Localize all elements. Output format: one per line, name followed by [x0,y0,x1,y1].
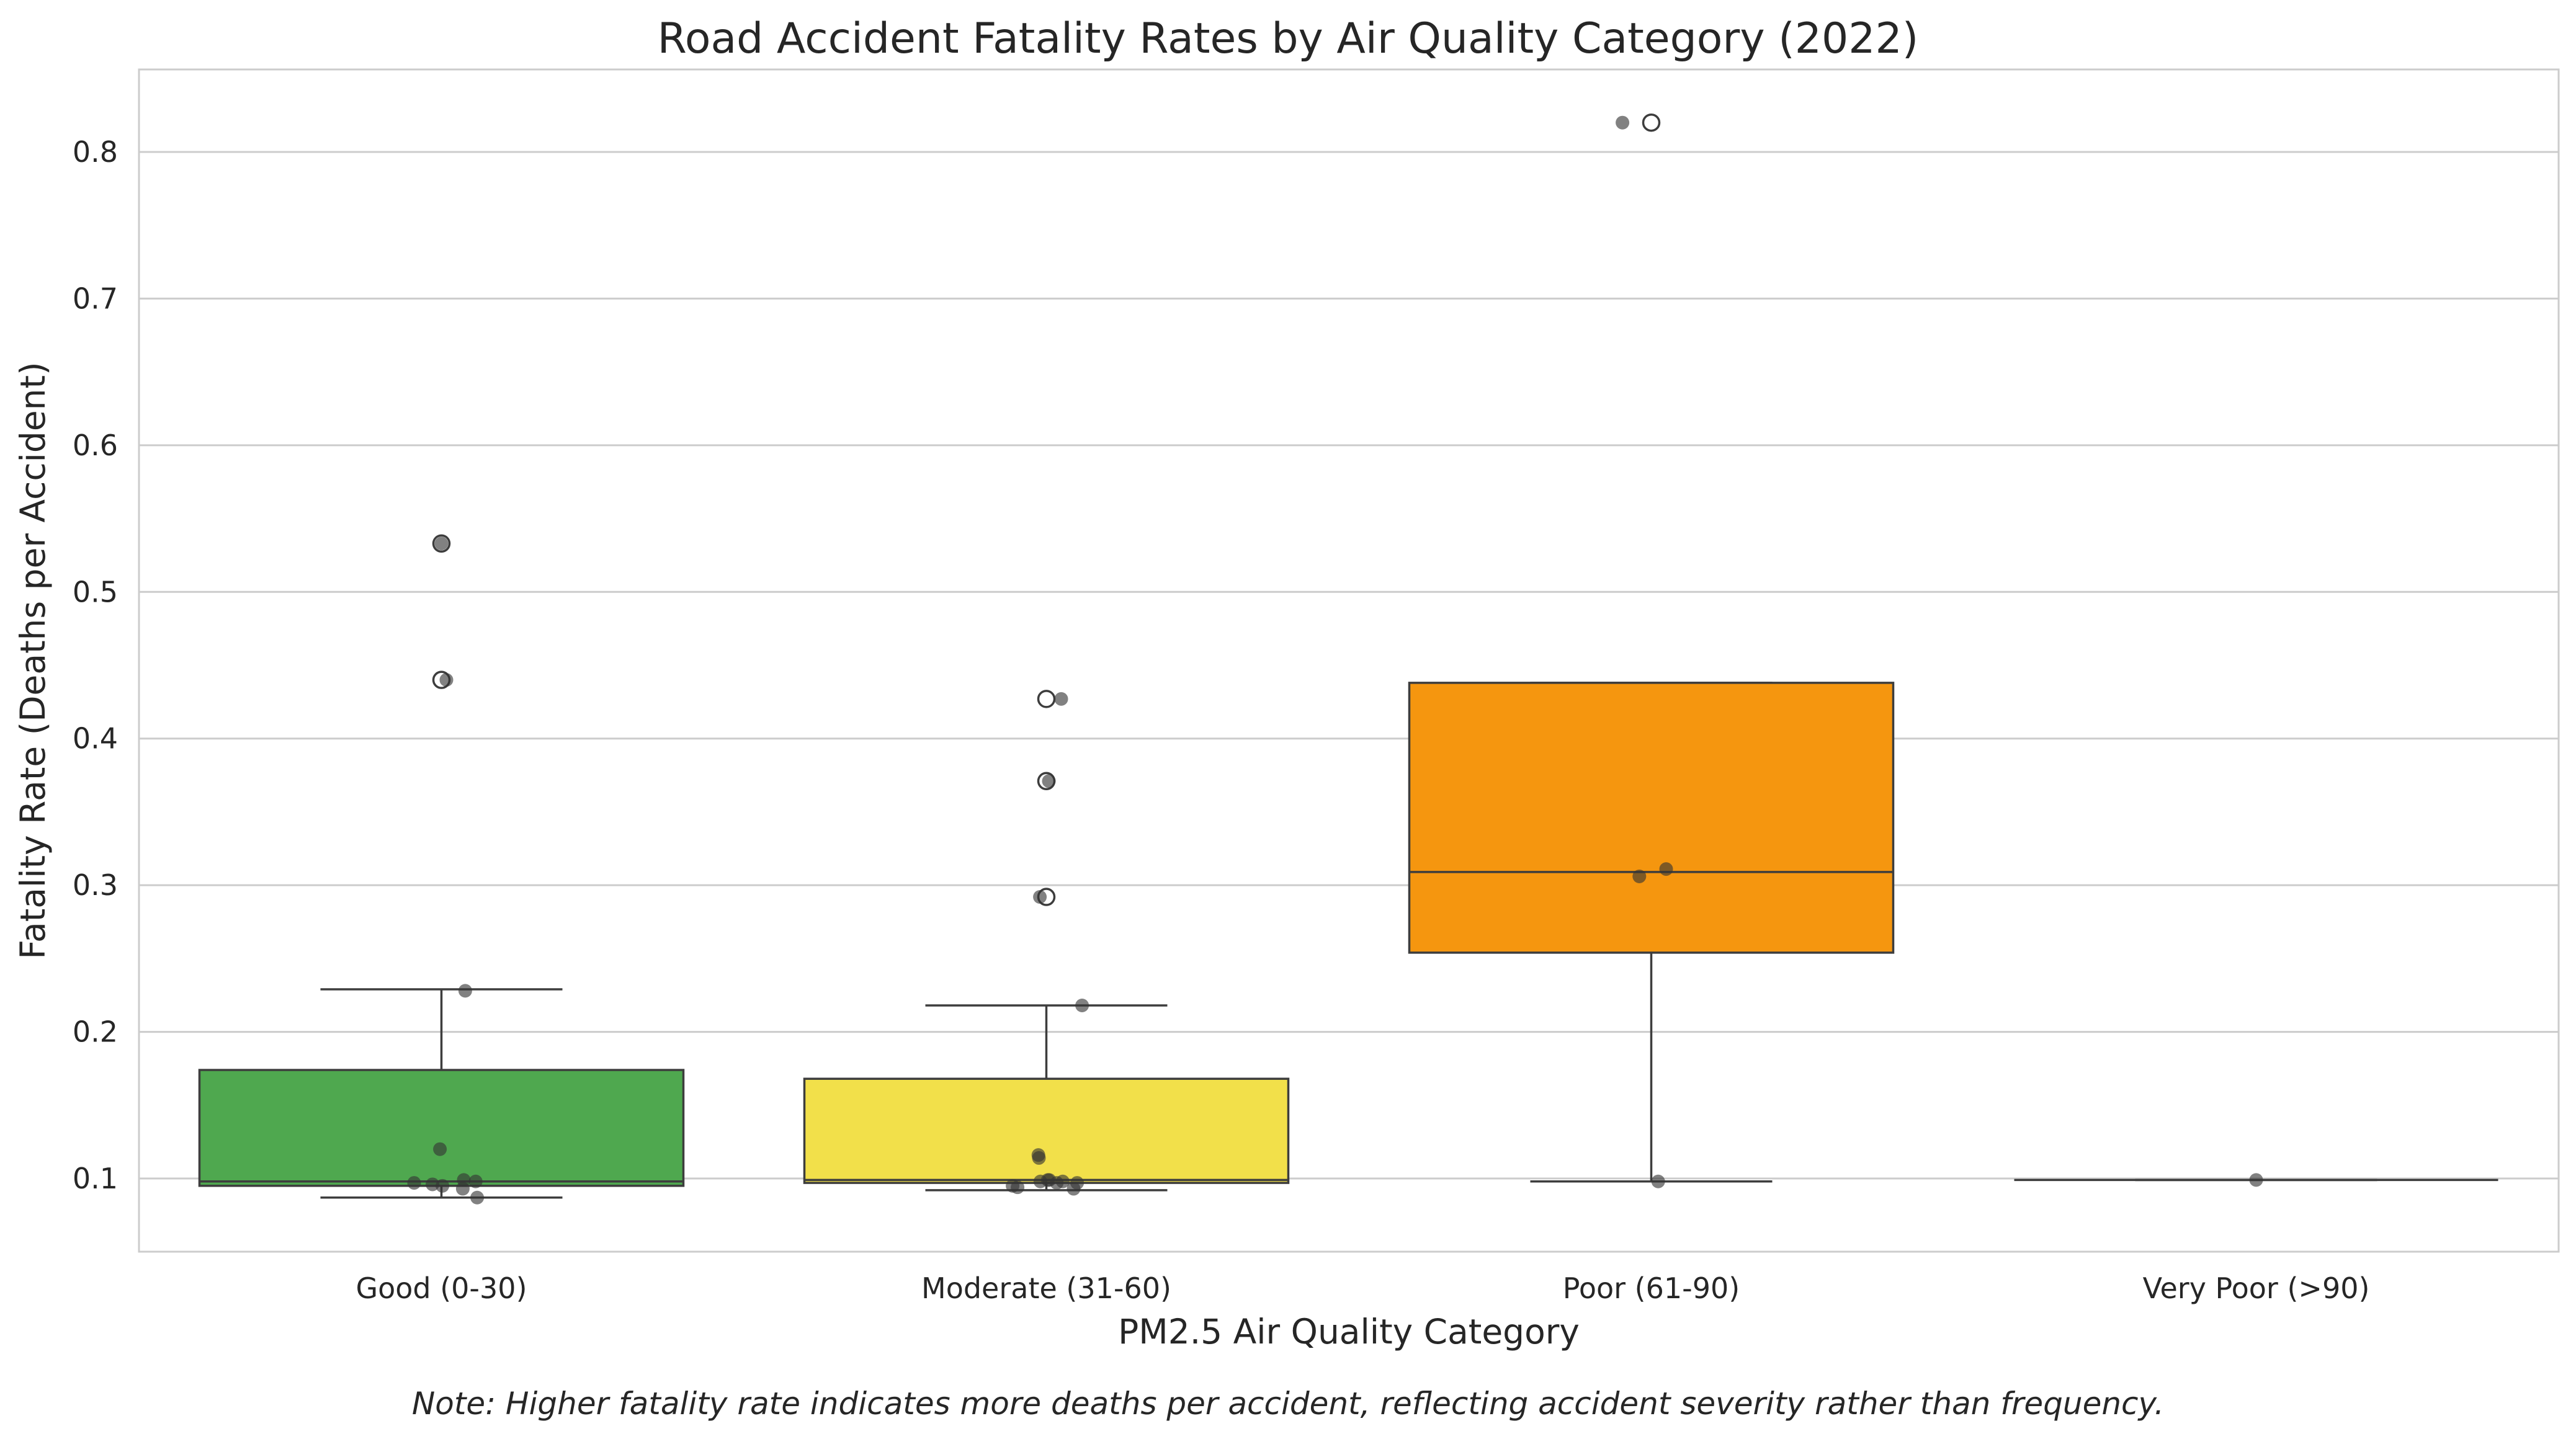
point-1-14 [1070,1176,1085,1190]
y-tick-label-0: 0.1 [73,1162,118,1195]
box-0 [198,534,685,1199]
point-1-0 [1054,692,1068,706]
point-0-6 [436,1178,450,1193]
point-0-1 [439,673,454,687]
point-1-5 [1032,1151,1046,1165]
y-tick-label-3: 0.4 [73,722,118,755]
point-2-1 [1632,869,1647,883]
point-0-4 [407,1176,421,1190]
y-tick-label-7: 0.8 [73,135,118,169]
y-axis-ticks: 0.1 0.2 0.3 0.4 0.5 0.6 0.7 0.8 [73,135,118,1195]
strip-points [407,115,2263,1205]
point-1-3 [1075,999,1089,1013]
point-1-12 [1055,1174,1070,1188]
x-tick-label-1: Moderate (31-60) [921,1272,1171,1305]
point-0-3 [433,1142,447,1156]
point-3-0 [2249,1173,2263,1187]
point-0-10 [470,1190,485,1205]
point-0-9 [468,1174,483,1188]
x-tick-label-0: Good (0-30) [356,1272,527,1305]
outlier-2-0 [1642,113,1661,132]
y-tick-label-5: 0.6 [73,429,118,462]
y-tick-label-6: 0.7 [73,282,118,315]
y-tick-label-4: 0.5 [73,575,118,608]
box-body-1 [803,1077,1290,1184]
point-1-1 [1042,774,1056,788]
box-body-2 [1408,682,1895,954]
chart-title: Road Accident Fatality Rates by Air Qual… [658,14,1919,63]
x-axis-ticks: Good (0-30) Moderate (31-60) Poor (61-90) V… [356,1272,2369,1305]
outlier-1-0 [1037,690,1056,708]
box-body-0 [198,1069,685,1187]
grid-lines [139,151,2559,1180]
point-2-3 [1651,1174,1665,1188]
x-tick-label-3: Very Poor (>90) [2143,1272,2370,1305]
y-tick-label-1: 0.2 [73,1015,118,1049]
point-1-7 [1011,1180,1025,1195]
box-1 [803,690,1290,1192]
box-plots [198,113,2498,1199]
point-2-0 [1616,115,1630,130]
point-2-2 [1659,862,1673,876]
chart-note: Note: Higher fatality rate indicates mor… [412,1386,2164,1422]
y-axis-label: Fatality Rate (Deaths per Accident) [13,362,53,959]
point-0-2 [458,984,472,998]
plot-area [138,68,2560,1253]
x-tick-label-2: Poor (61-90) [1563,1272,1740,1305]
y-tick-label-2: 0.3 [73,868,118,902]
point-1-2 [1033,890,1047,904]
point-0-0 [434,537,449,551]
x-axis-label: PM2.5 Air Quality Category [1118,1312,1580,1352]
box-2 [1408,113,1895,1183]
point-0-8 [455,1182,470,1196]
